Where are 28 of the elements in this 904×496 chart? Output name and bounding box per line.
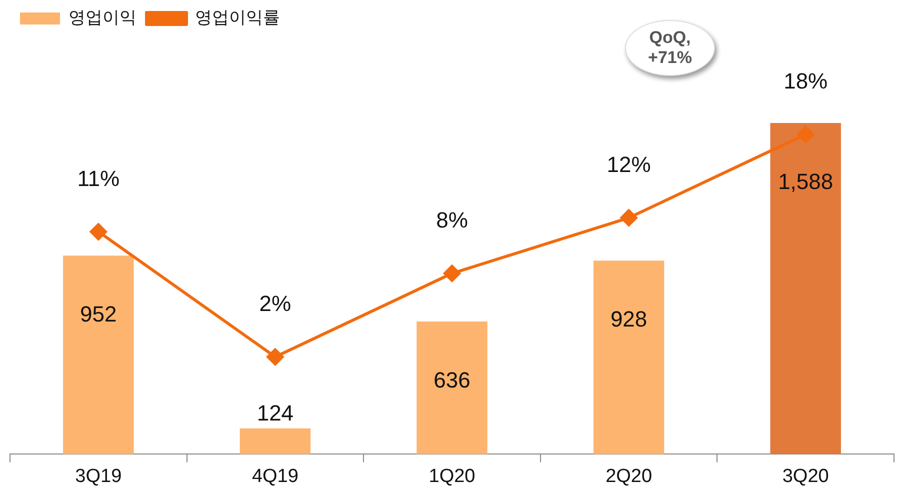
point <box>797 126 814 143</box>
point <box>90 223 107 240</box>
data-label: 18% <box>784 68 828 94</box>
data-label: 124 <box>256 400 294 426</box>
bar <box>593 260 664 454</box>
x-tick-label: 4Q19 <box>252 466 298 487</box>
point <box>266 348 284 366</box>
point <box>444 264 460 282</box>
bar <box>416 322 488 454</box>
legend-label: 영업이익률 <box>195 8 280 28</box>
bar <box>63 256 134 454</box>
data-label: 928 <box>610 306 648 332</box>
data-label: 11% <box>77 166 120 191</box>
data-label: 2% <box>259 290 292 316</box>
bar <box>770 122 841 454</box>
bar <box>240 428 311 454</box>
data-label: 636 <box>434 368 470 393</box>
data-label: 1,588 <box>778 169 834 194</box>
x-tick-label: 2Q20 <box>606 466 652 487</box>
x-tick-label: 1Q20 <box>428 466 476 487</box>
text: QoQ, +71% <box>625 20 715 76</box>
data-label: 12% <box>606 152 651 177</box>
data-label: 952 <box>80 302 117 327</box>
data-label: 8% <box>436 207 468 232</box>
x-tick-label: 3Q20 <box>782 466 829 487</box>
legend-label: 영업이익 <box>68 8 136 28</box>
point <box>620 209 638 226</box>
x-tick-label: 3Q19 <box>75 466 122 487</box>
